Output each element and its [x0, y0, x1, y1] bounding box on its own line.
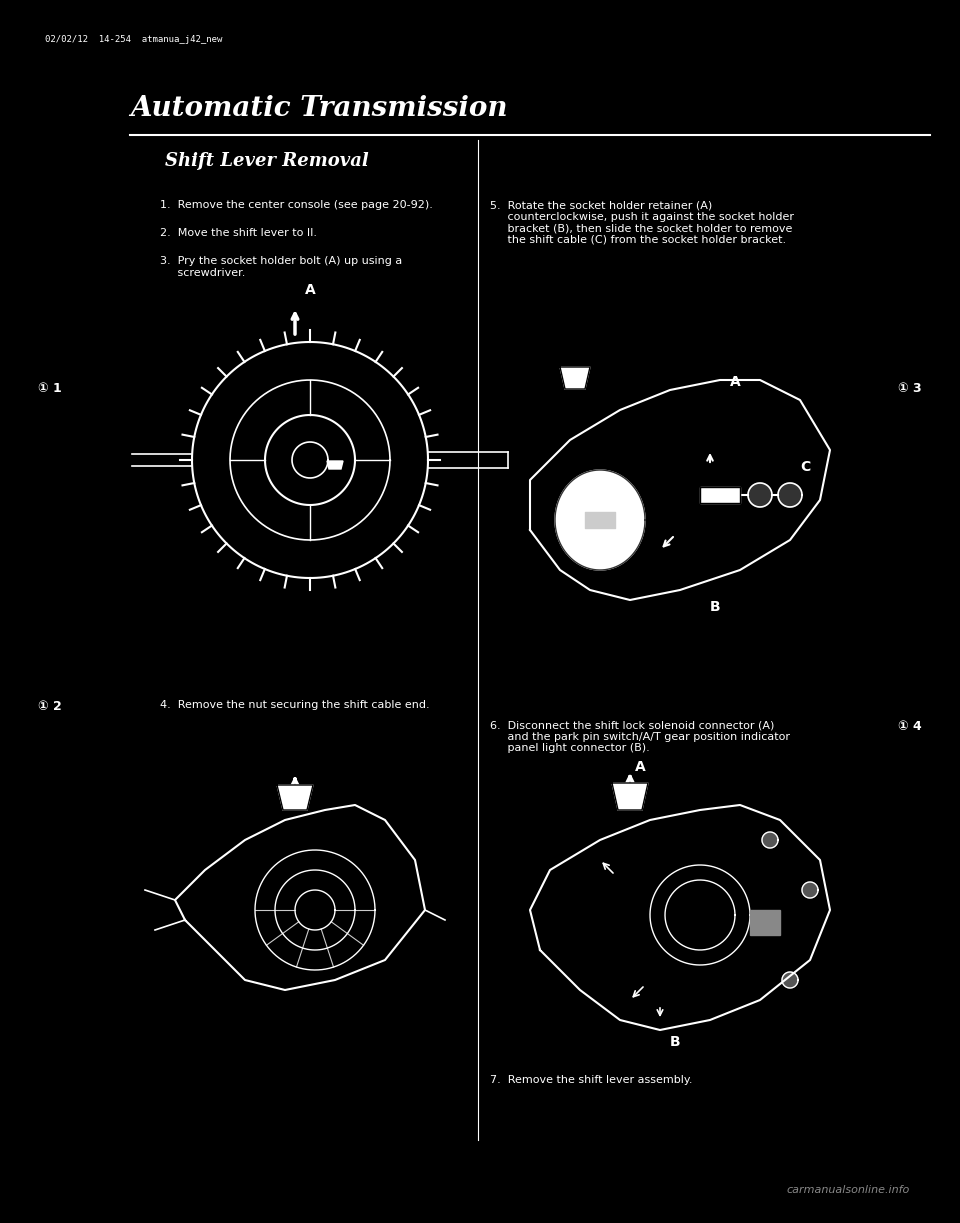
Text: 2.  Move the shift lever to II.: 2. Move the shift lever to II.: [160, 227, 317, 238]
Polygon shape: [762, 832, 778, 848]
Text: 02/02/12  14-254  atmanua_j42_new: 02/02/12 14-254 atmanua_j42_new: [45, 35, 223, 44]
Text: A: A: [635, 759, 646, 774]
Text: Shift Lever Removal: Shift Lever Removal: [165, 152, 369, 170]
Text: 3.  Pry the socket holder bolt (A) up using a
     screwdriver.: 3. Pry the socket holder bolt (A) up usi…: [160, 256, 402, 278]
Text: 6.  Disconnect the shift lock solenoid connector (A)
     and the park pin switc: 6. Disconnect the shift lock solenoid co…: [490, 720, 790, 753]
Polygon shape: [748, 483, 772, 508]
Text: carmanualsonline.info: carmanualsonline.info: [787, 1185, 910, 1195]
Polygon shape: [782, 972, 798, 988]
Polygon shape: [175, 805, 425, 989]
Text: C: C: [800, 460, 810, 475]
Polygon shape: [560, 367, 590, 389]
Polygon shape: [530, 380, 830, 600]
Polygon shape: [612, 783, 648, 810]
Text: 7.  Remove the shift lever assembly.: 7. Remove the shift lever assembly.: [490, 1075, 692, 1085]
Text: 5.  Rotate the socket holder retainer (A)
     counterclockwise, push it against: 5. Rotate the socket holder retainer (A)…: [490, 201, 794, 245]
Text: 1.  Remove the center console (see page 20-92).: 1. Remove the center console (see page 2…: [160, 201, 433, 210]
Text: ① 1: ① 1: [38, 382, 61, 395]
Text: B: B: [710, 600, 721, 614]
Text: ① 4: ① 4: [899, 720, 922, 733]
Text: ① 3: ① 3: [899, 382, 922, 395]
Text: A: A: [730, 375, 741, 389]
Text: A: A: [305, 283, 316, 297]
Polygon shape: [327, 461, 343, 468]
Polygon shape: [277, 785, 313, 810]
Polygon shape: [778, 483, 802, 508]
Text: B: B: [670, 1035, 681, 1049]
Polygon shape: [700, 487, 740, 503]
Text: Automatic Transmission: Automatic Transmission: [130, 95, 508, 122]
Polygon shape: [802, 882, 818, 898]
Text: 4.  Remove the nut securing the shift cable end.: 4. Remove the nut securing the shift cab…: [160, 700, 430, 711]
Polygon shape: [555, 470, 645, 570]
Text: ① 2: ① 2: [38, 700, 61, 713]
Polygon shape: [750, 910, 780, 936]
Polygon shape: [530, 805, 830, 1030]
